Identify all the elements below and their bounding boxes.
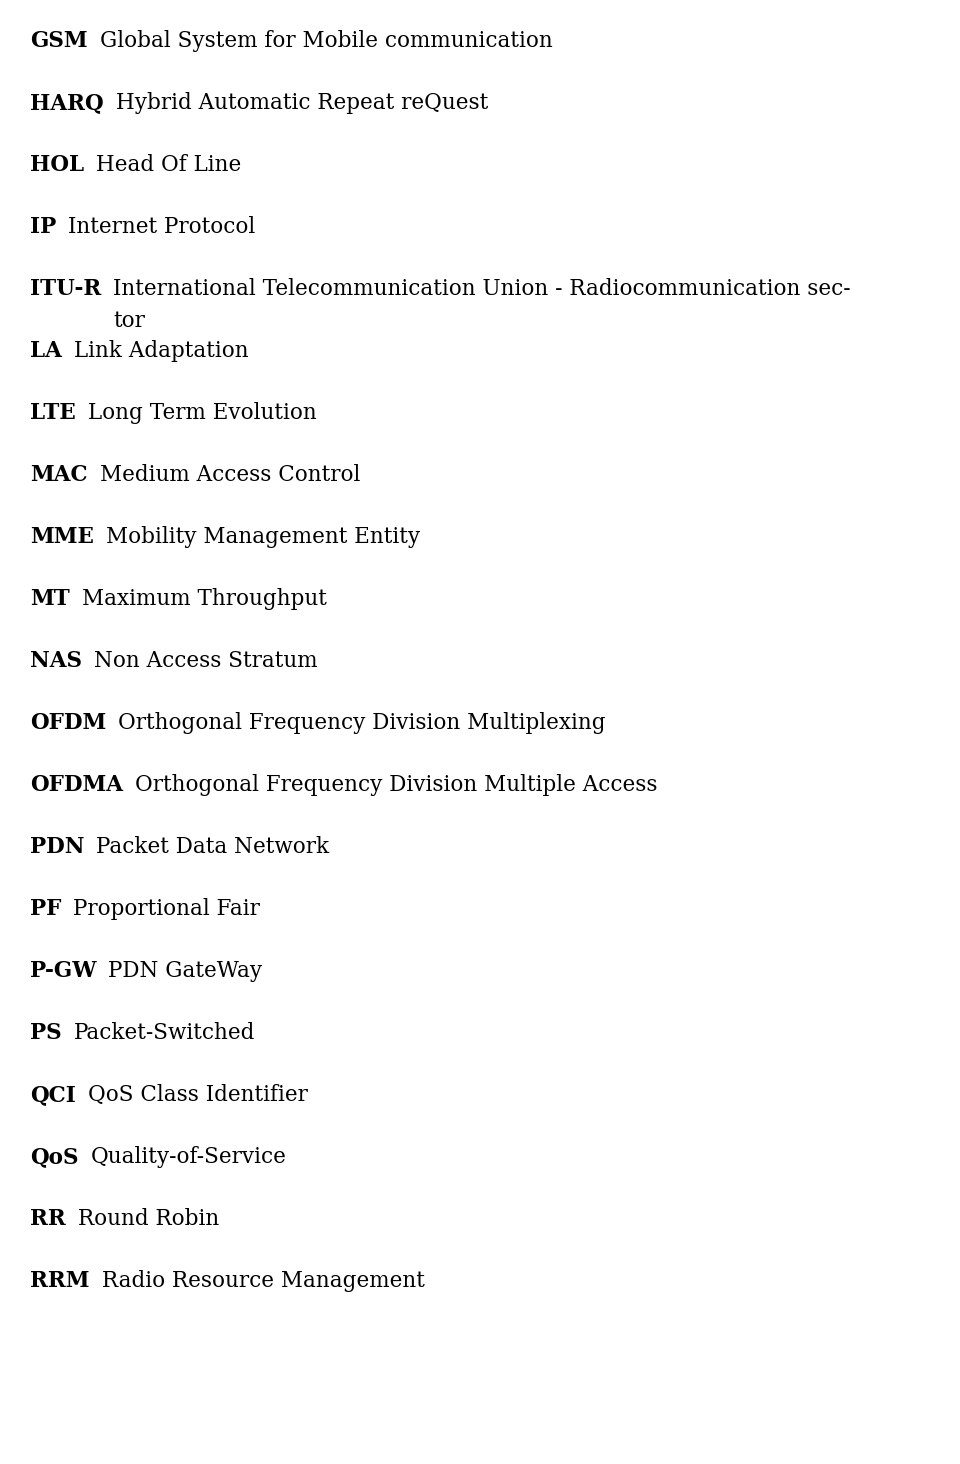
Text: Global System for Mobile communication: Global System for Mobile communication xyxy=(100,29,552,53)
Text: Link Adaptation: Link Adaptation xyxy=(74,340,249,362)
Text: Packet Data Network: Packet Data Network xyxy=(97,836,329,858)
Text: tor: tor xyxy=(113,310,145,332)
Text: HOL: HOL xyxy=(30,154,84,176)
Text: MME: MME xyxy=(30,526,94,548)
Text: Internet Protocol: Internet Protocol xyxy=(68,217,255,239)
Text: RRM: RRM xyxy=(30,1269,89,1293)
Text: HARQ: HARQ xyxy=(30,92,104,114)
Text: PF: PF xyxy=(30,897,61,919)
Text: IP: IP xyxy=(30,217,57,239)
Text: LTE: LTE xyxy=(30,403,76,425)
Text: Medium Access Control: Medium Access Control xyxy=(100,464,360,486)
Text: OFDM: OFDM xyxy=(30,712,107,733)
Text: Quality-of-Service: Quality-of-Service xyxy=(90,1146,286,1168)
Text: Head Of Line: Head Of Line xyxy=(96,154,241,176)
Text: MT: MT xyxy=(30,589,70,610)
Text: GSM: GSM xyxy=(30,29,87,53)
Text: QoS: QoS xyxy=(30,1146,79,1168)
Text: PDN: PDN xyxy=(30,836,84,858)
Text: Orthogonal Frequency Division Multiple Access: Orthogonal Frequency Division Multiple A… xyxy=(135,774,658,796)
Text: Packet-Switched: Packet-Switched xyxy=(74,1022,255,1044)
Text: Orthogonal Frequency Division Multiplexing: Orthogonal Frequency Division Multiplexi… xyxy=(118,712,606,733)
Text: ITU-R: ITU-R xyxy=(30,278,101,300)
Text: Maximum Throughput: Maximum Throughput xyxy=(82,589,326,610)
Text: Round Robin: Round Robin xyxy=(78,1208,219,1230)
Text: PS: PS xyxy=(30,1022,61,1044)
Text: Long Term Evolution: Long Term Evolution xyxy=(87,403,317,425)
Text: Proportional Fair: Proportional Fair xyxy=(73,897,260,919)
Text: Mobility Management Entity: Mobility Management Entity xyxy=(106,526,420,548)
Text: PDN GateWay: PDN GateWay xyxy=(108,960,263,982)
Text: P-GW: P-GW xyxy=(30,960,97,982)
Text: MAC: MAC xyxy=(30,464,87,486)
Text: Radio Resource Management: Radio Resource Management xyxy=(102,1269,424,1293)
Text: NAS: NAS xyxy=(30,650,82,672)
Text: QCI: QCI xyxy=(30,1083,76,1105)
Text: Hybrid Automatic Repeat reQuest: Hybrid Automatic Repeat reQuest xyxy=(115,92,488,114)
Text: OFDMA: OFDMA xyxy=(30,774,123,796)
Text: Non Access Stratum: Non Access Stratum xyxy=(94,650,318,672)
Text: RR: RR xyxy=(30,1208,65,1230)
Text: International Telecommunication Union - Radiocommunication sec-: International Telecommunication Union - … xyxy=(113,278,851,300)
Text: LA: LA xyxy=(30,340,61,362)
Text: QoS Class Identifier: QoS Class Identifier xyxy=(88,1083,308,1105)
